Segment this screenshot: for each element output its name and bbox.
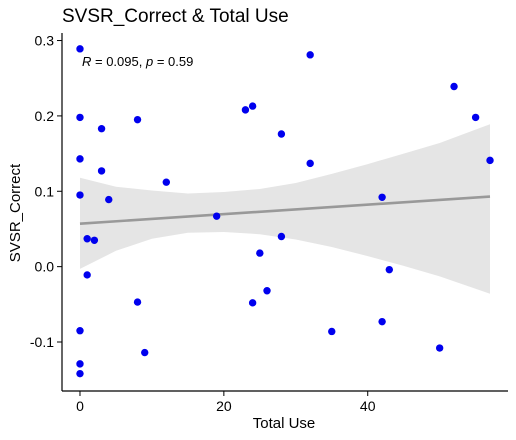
y-tick-label: 0.0 bbox=[35, 259, 55, 275]
data-point bbox=[378, 193, 386, 202]
data-point bbox=[248, 102, 257, 110]
data-point bbox=[83, 271, 91, 279]
x-tick-label: 0 bbox=[76, 398, 84, 414]
data-point bbox=[471, 113, 480, 122]
data-point bbox=[248, 299, 257, 307]
chart-title: SVSR_Correct & Total Use bbox=[62, 6, 289, 27]
data-point bbox=[90, 236, 99, 244]
data-point bbox=[263, 287, 271, 295]
data-point bbox=[76, 360, 84, 368]
data-point bbox=[97, 167, 106, 175]
trend-line bbox=[79, 195, 491, 225]
data-point bbox=[76, 45, 84, 53]
x-tick-label: 20 bbox=[216, 398, 232, 414]
correlation-annotation: R = 0.095, p = 0.59 bbox=[82, 54, 193, 69]
y-axis-label: SVSR_Correct bbox=[7, 163, 24, 262]
data-point bbox=[133, 115, 142, 124]
data-point bbox=[76, 369, 84, 378]
x-axis-label: Total Use bbox=[253, 415, 316, 432]
data-point bbox=[241, 106, 250, 114]
data-point bbox=[133, 298, 142, 306]
data-point bbox=[105, 195, 113, 204]
data-point bbox=[76, 327, 84, 335]
data-point bbox=[256, 249, 264, 257]
data-point bbox=[450, 82, 458, 91]
data-point bbox=[277, 232, 286, 241]
data-point bbox=[83, 235, 91, 243]
data-point bbox=[385, 265, 394, 274]
points-layer bbox=[76, 45, 494, 378]
data-point bbox=[378, 317, 386, 326]
r-value: = 0.095, bbox=[91, 54, 146, 69]
y-tick-label: 0.3 bbox=[35, 33, 55, 49]
y-tick-label: 0.1 bbox=[35, 183, 55, 199]
data-point bbox=[141, 348, 149, 357]
r-symbol: R bbox=[82, 54, 91, 69]
data-point bbox=[76, 113, 84, 122]
p-value: = 0.59 bbox=[153, 54, 193, 69]
data-point bbox=[486, 156, 494, 165]
data-point bbox=[277, 130, 286, 138]
x-tick-label: 40 bbox=[360, 398, 376, 414]
data-point bbox=[162, 178, 171, 186]
trend-line-layer bbox=[79, 195, 491, 225]
data-point bbox=[306, 159, 314, 168]
data-point bbox=[306, 51, 314, 59]
axes-layer: -0.1 0.0 0.1 0.2 0.3 0 20 40 bbox=[30, 33, 508, 414]
data-point bbox=[212, 212, 221, 220]
y-tick-label: 0.2 bbox=[35, 108, 55, 124]
data-point bbox=[328, 327, 336, 336]
data-point bbox=[76, 191, 84, 199]
y-tick-label: -0.1 bbox=[30, 334, 54, 350]
data-point bbox=[435, 344, 444, 352]
p-symbol: p bbox=[145, 54, 153, 69]
data-point bbox=[76, 155, 84, 163]
data-point bbox=[97, 125, 106, 133]
